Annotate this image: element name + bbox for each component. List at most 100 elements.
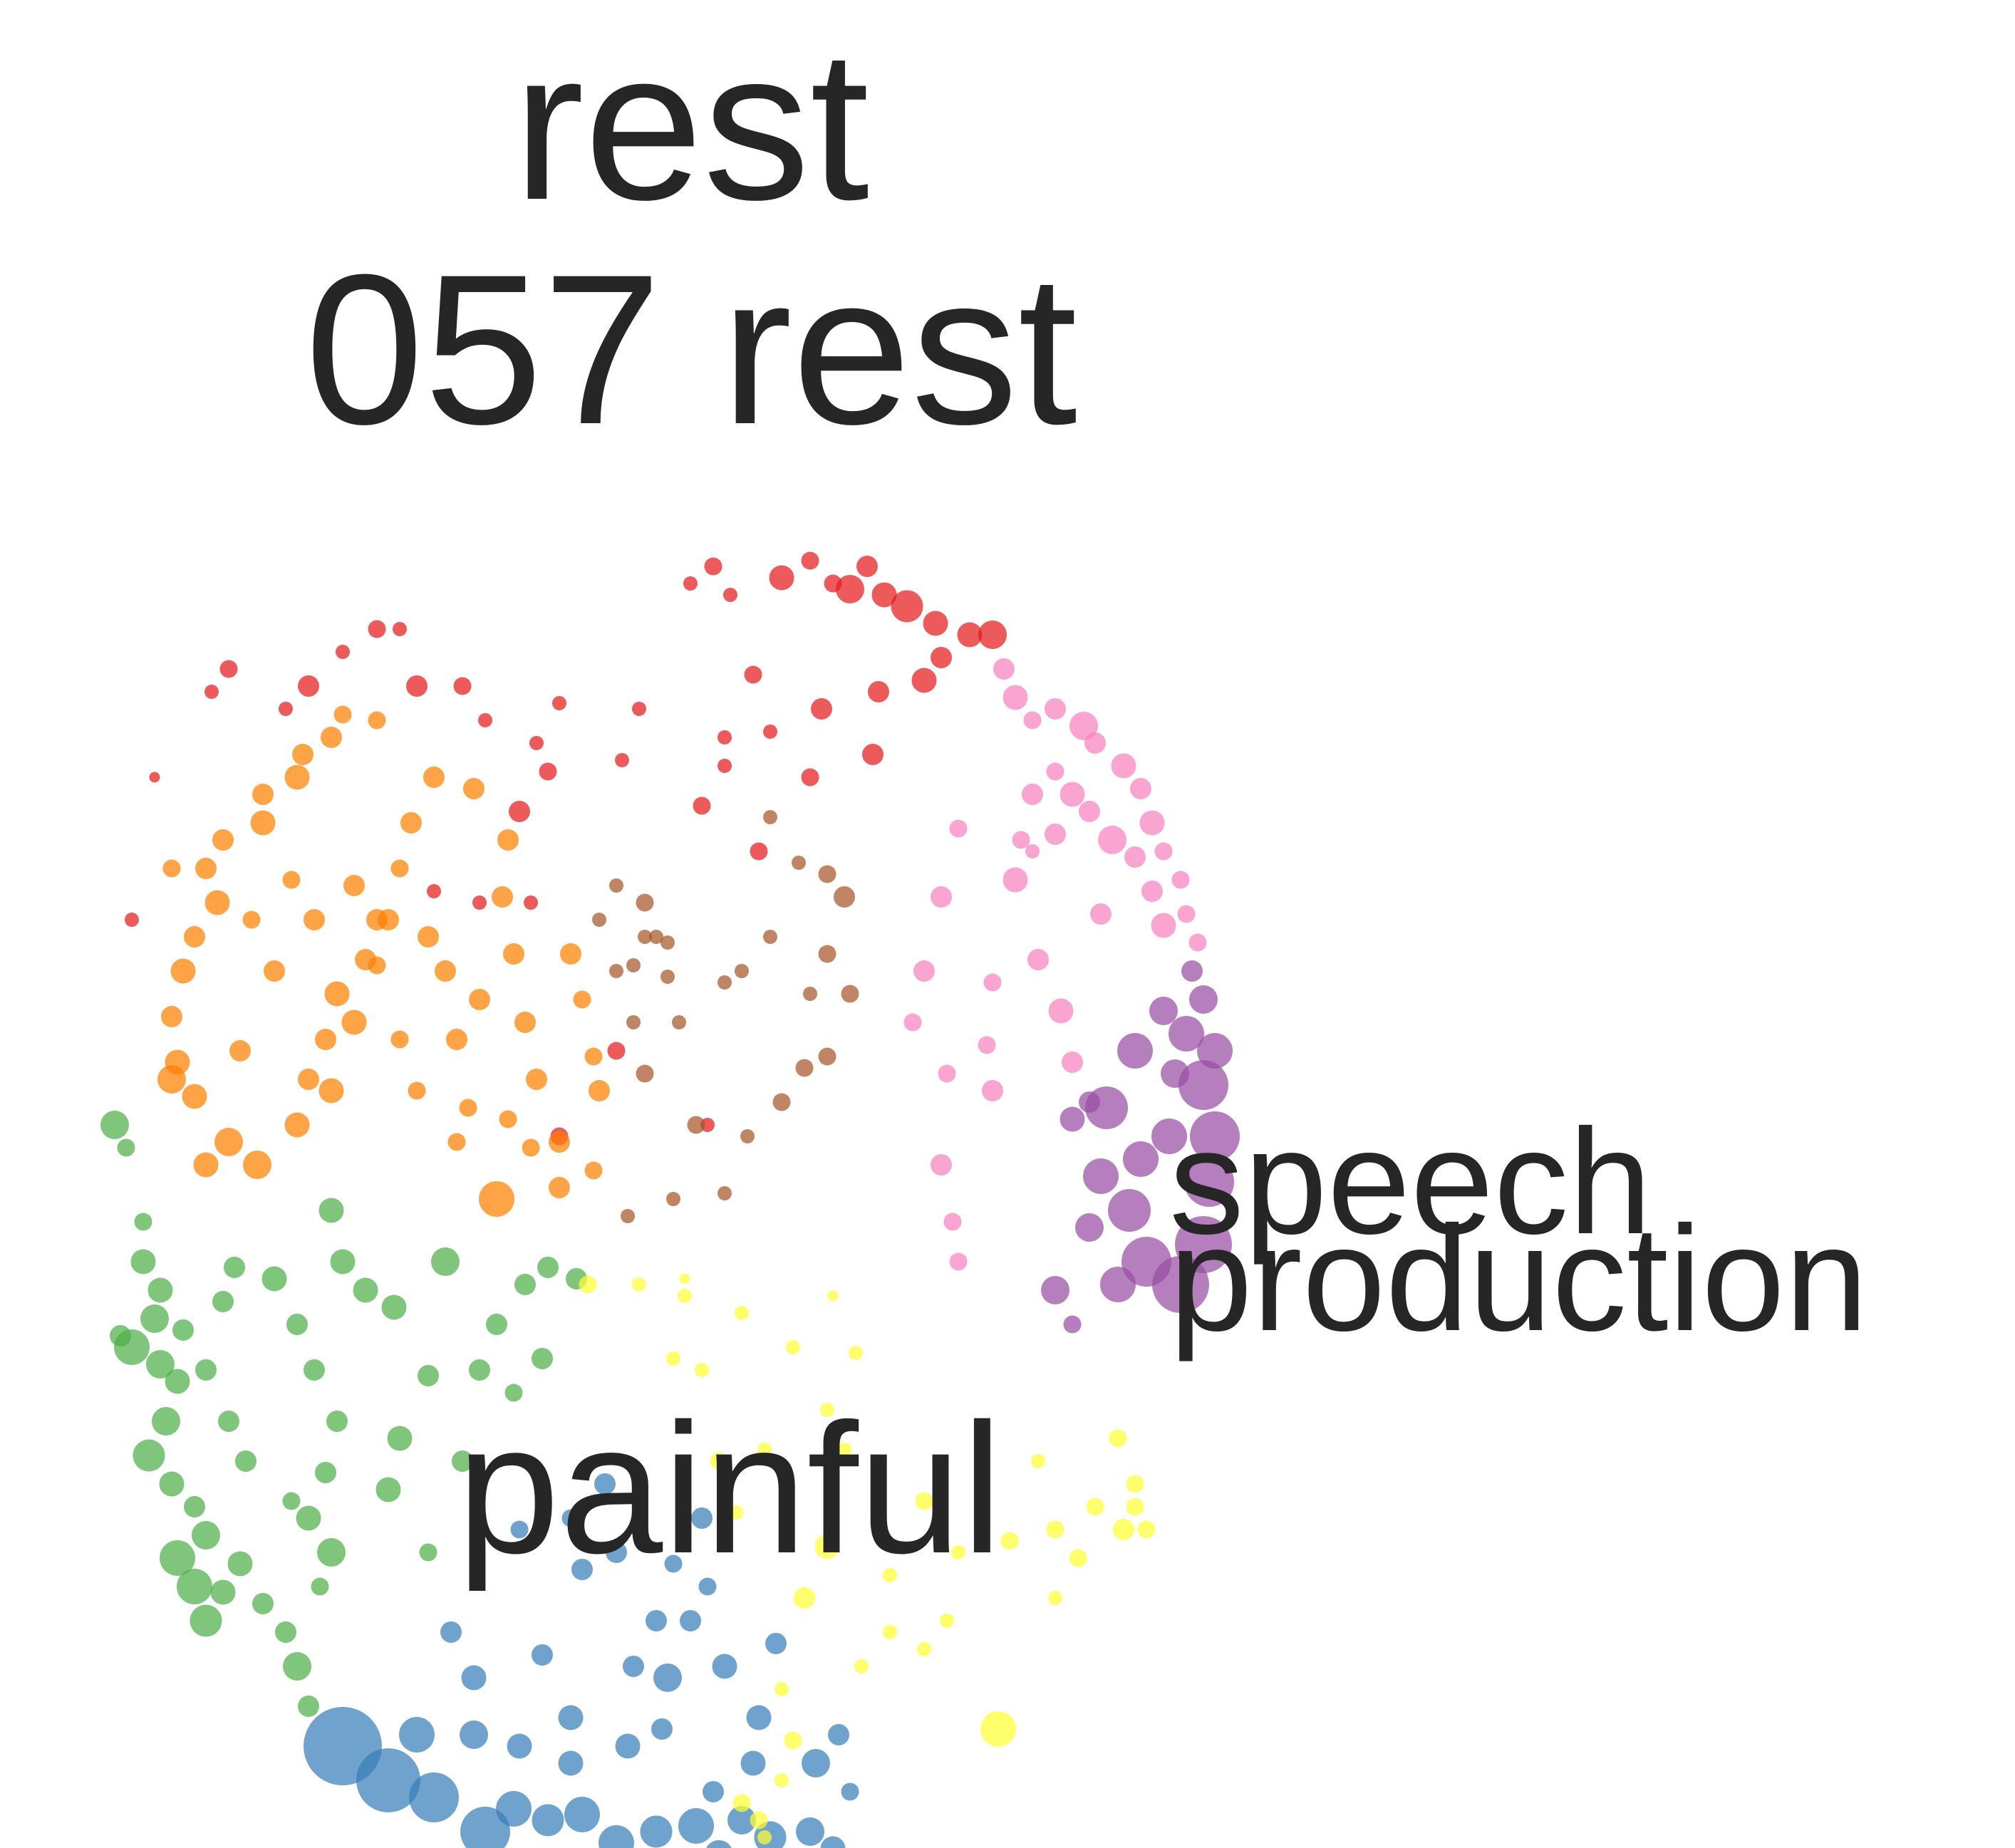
point-pink-34 [950, 1253, 968, 1271]
point-pink-2 [1024, 712, 1042, 730]
point-red-40 [802, 769, 819, 787]
cluster-label-2: painful [457, 1386, 1003, 1593]
point-green-55 [110, 1325, 131, 1346]
point-orange-4 [285, 765, 310, 790]
point-yellow-9 [1001, 1532, 1019, 1550]
point-pink-6 [1112, 754, 1136, 779]
point-pink-15 [1060, 782, 1085, 807]
point-pink-18 [1124, 846, 1146, 868]
point-green-43 [388, 1426, 413, 1451]
point-green-15 [177, 1569, 212, 1604]
point-blue-8 [641, 1816, 673, 1848]
point-brown-16 [735, 964, 749, 978]
point-blue-6 [564, 1797, 600, 1832]
point-orange-29 [492, 886, 513, 908]
point-orange-60 [319, 1079, 344, 1104]
point-yellow-10 [1031, 1454, 1045, 1468]
point-pink-25 [1049, 999, 1074, 1024]
point-red-46 [509, 801, 530, 822]
point-green-1 [118, 1139, 135, 1157]
point-red-48 [472, 896, 487, 910]
point-orange-41 [574, 991, 591, 1009]
point-orange-30 [503, 943, 524, 965]
point-red-12 [978, 621, 1007, 649]
point-red-1 [705, 558, 722, 576]
point-brown-26 [649, 930, 663, 944]
point-blue-7 [599, 1825, 634, 1848]
point-green-47 [469, 1359, 490, 1381]
point-red-22 [454, 678, 472, 695]
point-green-45 [420, 1544, 437, 1562]
point-orange-21 [325, 982, 350, 1007]
point-green-42 [418, 1365, 439, 1386]
point-red-28 [298, 675, 319, 697]
point-brown-15 [803, 987, 817, 1001]
point-orange-2 [321, 727, 342, 748]
point-orange-15 [194, 1153, 219, 1178]
point-orange-48 [264, 960, 285, 982]
point-pink-17 [1098, 826, 1126, 854]
point-blue-10 [705, 1840, 733, 1848]
point-purple-11 [1123, 1141, 1159, 1177]
point-green-18 [228, 1552, 253, 1577]
point-blue-27 [802, 1749, 830, 1777]
point-red-26 [336, 645, 350, 659]
point-green-20 [275, 1621, 296, 1643]
point-blue-26 [741, 1751, 766, 1776]
point-red-9 [891, 591, 923, 623]
point-orange-46 [366, 909, 388, 930]
point-orange-50 [157, 1065, 186, 1094]
point-orange-38 [585, 1162, 603, 1180]
point-pink-38 [1025, 844, 1040, 858]
point-green-28 [262, 1267, 287, 1292]
point-red-2 [723, 588, 737, 602]
point-red-44 [632, 702, 646, 716]
point-red-17 [763, 725, 777, 739]
point-yellow-14 [940, 1614, 954, 1628]
point-blue-5 [532, 1805, 564, 1837]
point-red-45 [552, 696, 566, 710]
point-pink-23 [1003, 868, 1028, 893]
point-brown-7 [672, 1015, 686, 1029]
point-red-29 [220, 660, 238, 678]
point-brown-25 [661, 970, 675, 984]
point-blue-43 [440, 1621, 462, 1643]
point-orange-31 [514, 1012, 536, 1033]
point-blue-44 [462, 1666, 487, 1691]
point-red-7 [856, 556, 878, 577]
point-pink-36 [978, 1037, 996, 1054]
point-orange-19 [298, 1069, 319, 1090]
point-green-13 [192, 1521, 220, 1549]
point-yellow-25 [695, 1363, 709, 1377]
point-green-22 [298, 1696, 319, 1717]
point-blue-46 [828, 1724, 849, 1745]
point-green-54 [212, 1291, 234, 1312]
point-brown-5 [763, 930, 777, 944]
point-pink-22 [1045, 824, 1066, 845]
point-purple-14 [1149, 997, 1178, 1025]
point-pink-19 [1141, 881, 1163, 902]
point-blue-24 [651, 1718, 673, 1740]
point-brown-19 [609, 964, 623, 978]
point-green-24 [218, 1411, 239, 1432]
point-red-13 [931, 647, 952, 668]
point-blue-41 [653, 1663, 682, 1692]
point-brown-2 [819, 866, 836, 883]
point-pink-33 [944, 1213, 962, 1231]
point-orange-18 [285, 1113, 310, 1138]
point-pink-10 [1172, 871, 1190, 889]
point-orange-59 [469, 989, 490, 1010]
point-orange-37 [549, 1177, 570, 1198]
point-yellow-2 [1113, 1519, 1134, 1540]
point-pink-30 [904, 1014, 922, 1032]
point-green-36 [283, 1493, 301, 1510]
point-green-48 [486, 1314, 507, 1335]
point-brown-13 [819, 1048, 836, 1066]
point-orange-52 [243, 911, 261, 929]
point-orange-54 [460, 1099, 477, 1117]
point-orange-3 [292, 744, 314, 765]
point-yellow-20 [775, 1773, 789, 1787]
point-orange-55 [368, 957, 386, 975]
point-purple-0 [1181, 960, 1203, 982]
